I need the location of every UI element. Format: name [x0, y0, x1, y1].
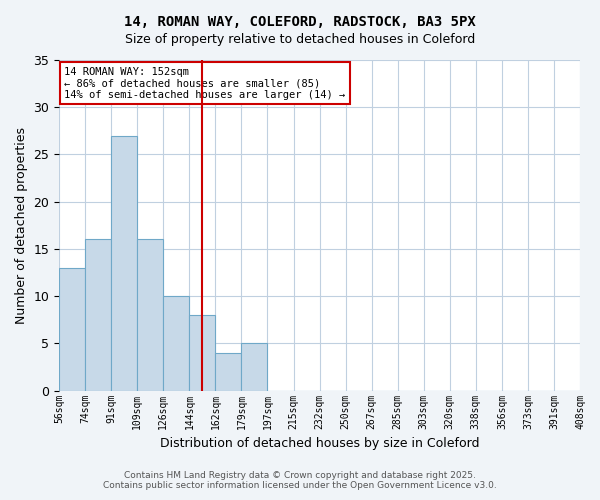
- Y-axis label: Number of detached properties: Number of detached properties: [15, 127, 28, 324]
- Text: 14, ROMAN WAY, COLEFORD, RADSTOCK, BA3 5PX: 14, ROMAN WAY, COLEFORD, RADSTOCK, BA3 5…: [124, 15, 476, 29]
- Text: Contains HM Land Registry data © Crown copyright and database right 2025.
Contai: Contains HM Land Registry data © Crown c…: [103, 470, 497, 490]
- Bar: [241, 344, 268, 390]
- Bar: [190, 315, 215, 390]
- X-axis label: Distribution of detached houses by size in Coleford: Distribution of detached houses by size …: [160, 437, 479, 450]
- Bar: [111, 136, 137, 390]
- Bar: [163, 296, 190, 390]
- Bar: [59, 268, 85, 390]
- Text: Size of property relative to detached houses in Coleford: Size of property relative to detached ho…: [125, 32, 475, 46]
- Text: 14 ROMAN WAY: 152sqm
← 86% of detached houses are smaller (85)
14% of semi-detac: 14 ROMAN WAY: 152sqm ← 86% of detached h…: [64, 66, 346, 100]
- Bar: [215, 353, 241, 391]
- Bar: [137, 240, 163, 390]
- Bar: [85, 240, 111, 390]
